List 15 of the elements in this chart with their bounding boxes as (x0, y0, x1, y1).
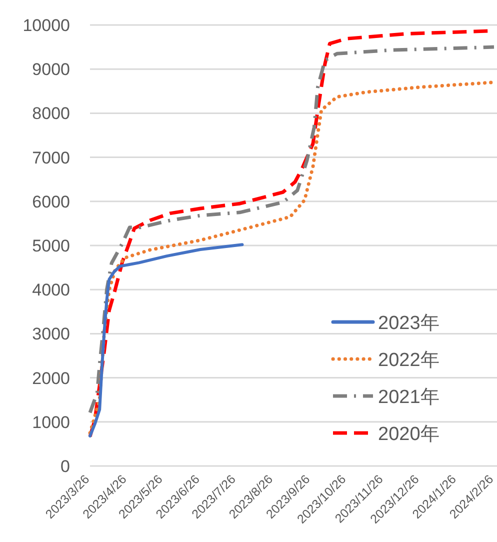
legend-label: 2023年 (378, 313, 440, 334)
y-tick-label: 4000 (32, 280, 70, 300)
y-tick-label: 5000 (32, 236, 70, 256)
y-tick-label: 2000 (32, 368, 70, 388)
y-tick-label: 7000 (32, 148, 70, 168)
y-tick-label: 0 (60, 457, 70, 476)
y-tick-label: 1000 (32, 412, 70, 432)
legend-label: 2021年 (378, 387, 440, 408)
y-tick-label: 3000 (32, 324, 70, 344)
y-tick-label: 9000 (32, 60, 70, 80)
y-tick-label: 8000 (32, 104, 70, 124)
y-tick-label: 6000 (32, 192, 70, 212)
y-tick-label: 10000 (22, 16, 70, 35)
legend-label: 2020年 (378, 424, 440, 445)
legend-label: 2022年 (378, 350, 440, 371)
